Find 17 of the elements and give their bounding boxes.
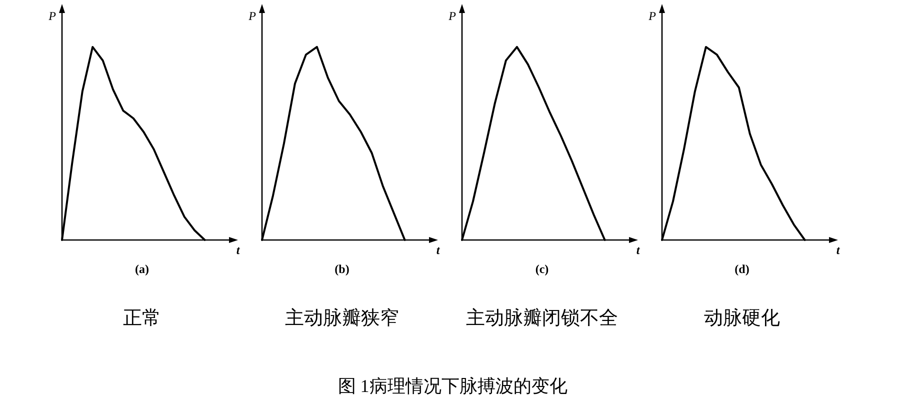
y-axis-title: P xyxy=(248,9,257,23)
x-axis-title: t xyxy=(836,243,840,257)
x-axis-title: t xyxy=(236,243,240,257)
text: (a) xyxy=(135,262,149,276)
caption: 图 1病理情况下脉搏波的变化 xyxy=(338,376,568,396)
x-axis-title: t xyxy=(436,243,440,257)
text: (b) xyxy=(334,262,350,276)
y-axis-title: P xyxy=(448,9,457,23)
x-axis-title: t xyxy=(636,243,640,257)
y-axis-title: P xyxy=(48,9,57,23)
text: (d) xyxy=(734,262,750,276)
text: 主动脉瓣闭锁不全 xyxy=(466,307,618,329)
text: (c) xyxy=(535,262,549,276)
text: 正常 xyxy=(123,308,161,329)
text: 主动脉瓣狭窄 xyxy=(285,307,399,329)
text: 动脉硬化 xyxy=(704,307,780,329)
y-axis-title: P xyxy=(648,9,657,23)
